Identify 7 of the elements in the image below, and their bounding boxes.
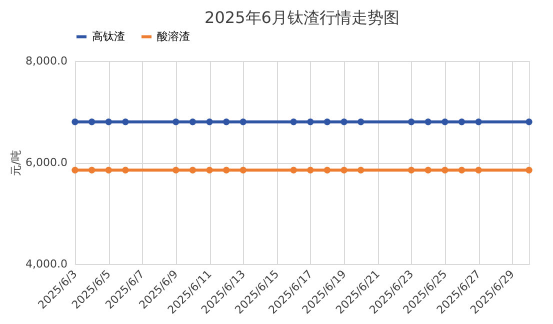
legend-label: 高钛渣 [92,30,125,43]
legend-label: 酸溶渣 [157,30,190,43]
chart-title: 2025年6月钛渣行情走势图 [204,8,400,27]
y-tick-label: 8,000.0 [26,54,68,68]
y-tick-label: 6,000.0 [26,156,68,169]
y-tick-label: 4,000.0 [26,258,68,270]
y-axis-title: 元/吨 [10,150,23,176]
